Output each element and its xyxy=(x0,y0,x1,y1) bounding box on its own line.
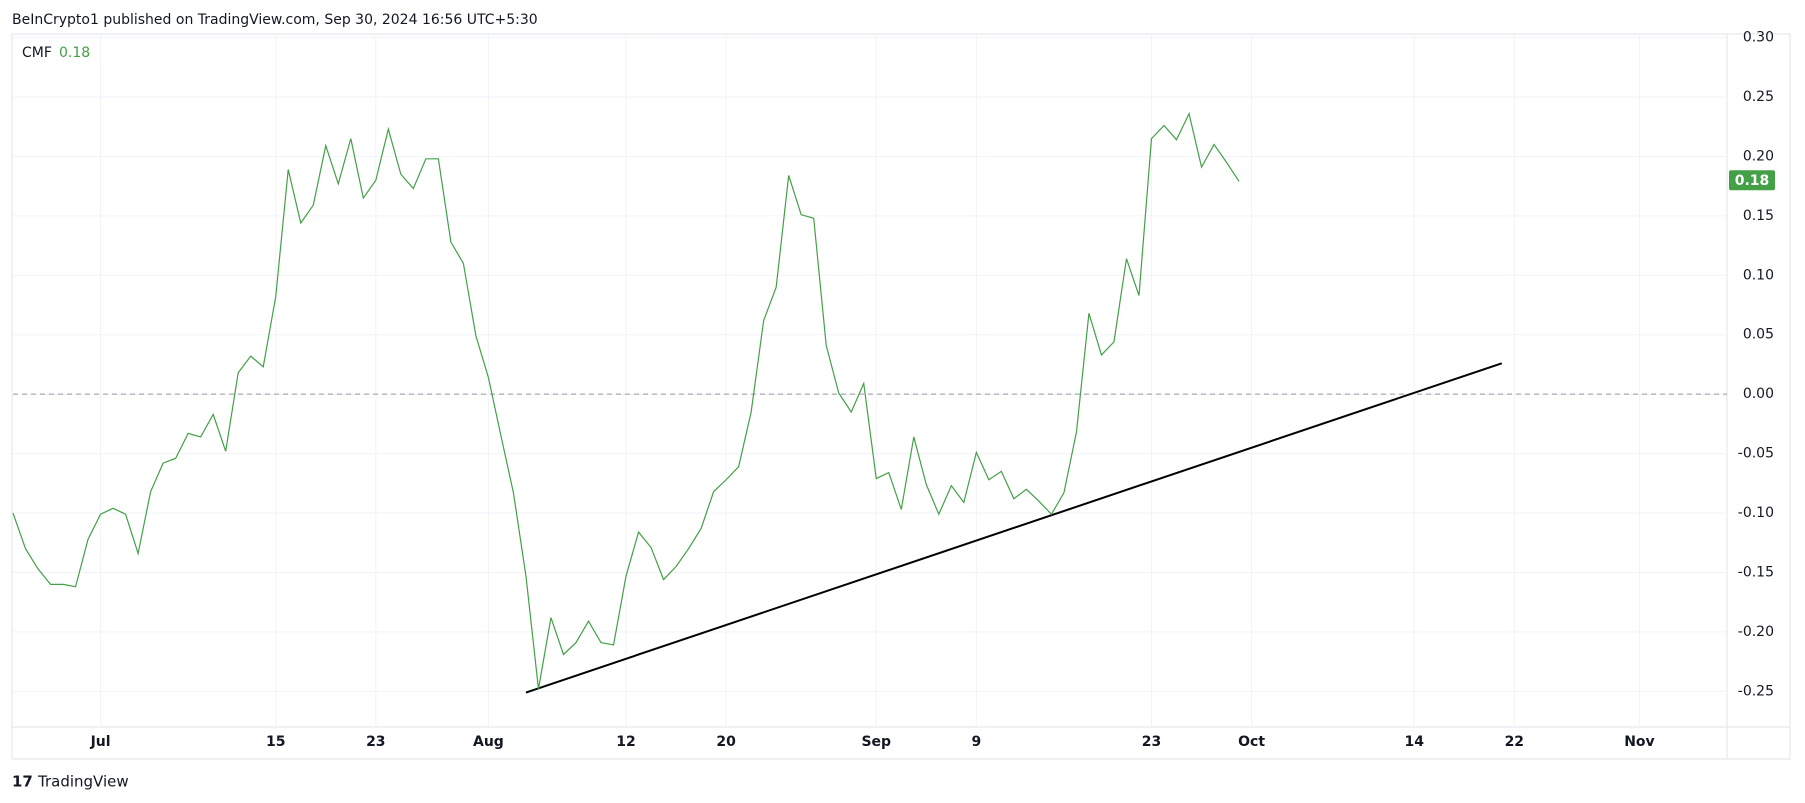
last-value-label: 0.18 xyxy=(1735,173,1770,189)
logo-text: TradingView xyxy=(37,773,129,791)
y-tick-label: -0.25 xyxy=(1738,683,1774,699)
x-tick-label: Jul xyxy=(90,734,111,750)
x-tick-label: 23 xyxy=(366,734,385,750)
y-tick-label: -0.05 xyxy=(1738,446,1774,462)
x-tick-label: 14 xyxy=(1404,734,1424,750)
header: BeInCrypto1 published on TradingView.com… xyxy=(12,12,538,28)
y-tick-label: 0.25 xyxy=(1743,89,1774,105)
cmf-line xyxy=(12,111,1240,690)
x-tick-label: 9 xyxy=(971,734,981,750)
logo-mark: 17 xyxy=(12,773,33,791)
x-tick-label: Sep xyxy=(861,734,891,750)
y-tick-label: 0.05 xyxy=(1743,327,1774,343)
y-tick-label: -0.15 xyxy=(1738,564,1774,580)
y-tick-label: -0.10 xyxy=(1738,505,1774,521)
frame xyxy=(11,33,1791,760)
legend-value: 0.18 xyxy=(59,45,90,61)
x-tick-label: 12 xyxy=(616,734,635,750)
x-tick-label: Aug xyxy=(473,734,504,750)
x-tick-label: 23 xyxy=(1142,734,1161,750)
y-tick-label: 0.10 xyxy=(1743,267,1774,283)
x-tick-label: 20 xyxy=(716,734,736,750)
last-value-badge xyxy=(1729,170,1775,191)
y-tick-label: 0.15 xyxy=(1743,208,1774,224)
y-tick-label: 0.00 xyxy=(1743,386,1774,402)
legend-name: CMF xyxy=(22,45,52,61)
logo: 17 TradingView xyxy=(12,773,129,791)
y-tick-label: 0.20 xyxy=(1743,148,1774,164)
x-tick-label: Nov xyxy=(1624,734,1654,750)
x-tick-label: Oct xyxy=(1238,734,1265,750)
x-tick-label: 22 xyxy=(1505,734,1524,750)
x-tick-label: 15 xyxy=(266,734,285,750)
y-tick-label: -0.20 xyxy=(1738,624,1774,640)
y-tick-label: 0.30 xyxy=(1743,30,1774,46)
trendline xyxy=(525,362,1503,694)
